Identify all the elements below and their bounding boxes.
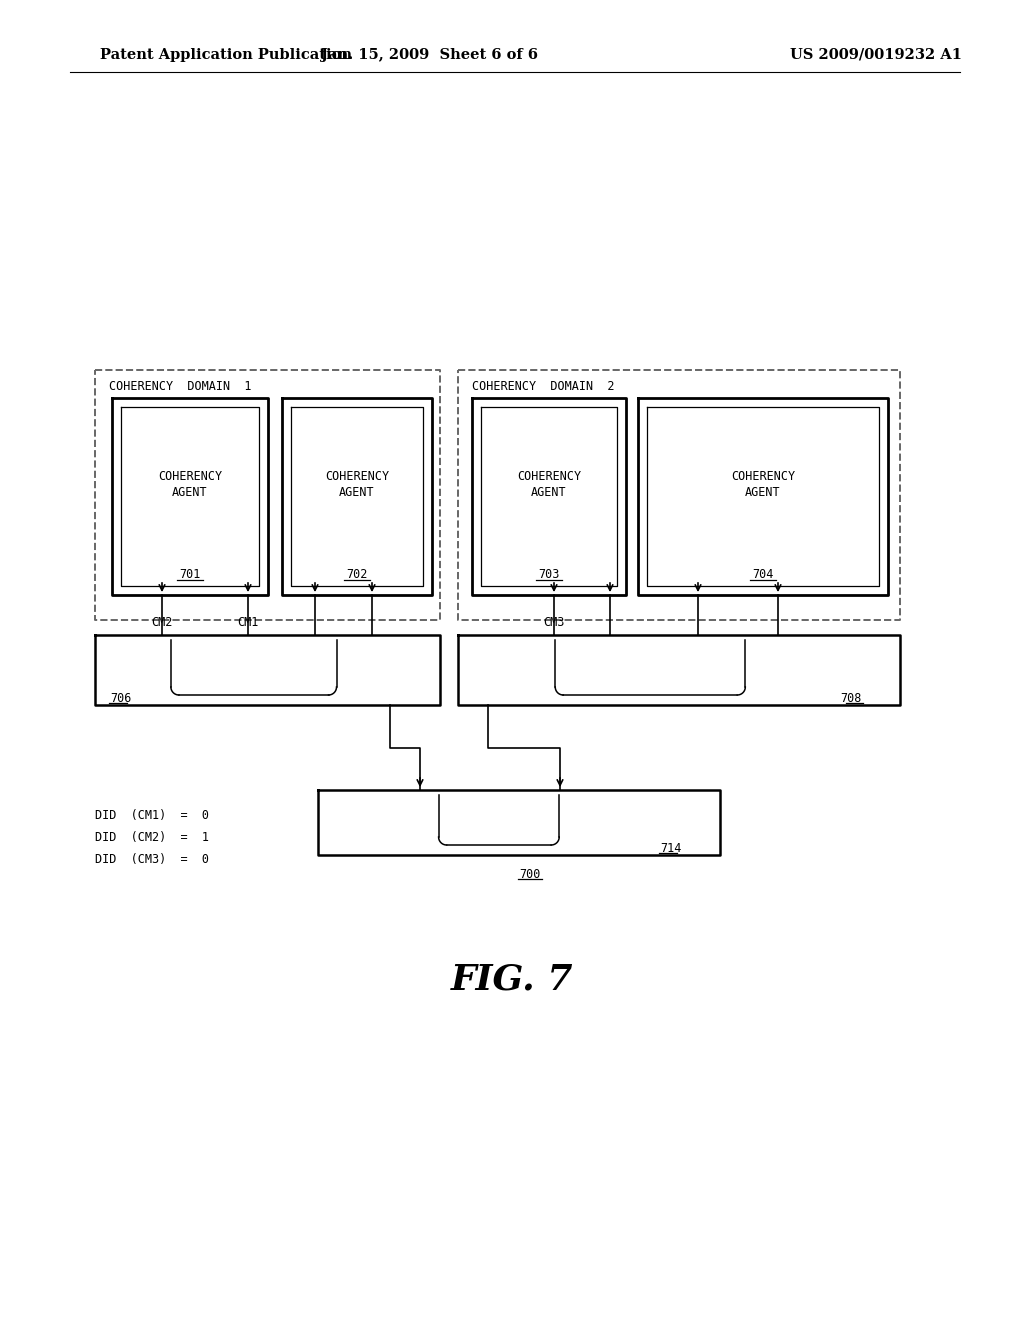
Polygon shape [472,399,626,595]
Text: 706: 706 [110,692,131,705]
Text: CM2: CM2 [152,615,173,628]
Text: US 2009/0019232 A1: US 2009/0019232 A1 [790,48,962,62]
Polygon shape [458,635,900,705]
Text: COHERENCY
AGENT: COHERENCY AGENT [517,470,581,499]
Text: DID  (CM3)  =  0: DID (CM3) = 0 [95,853,209,866]
Text: 702: 702 [346,569,368,582]
Text: Jan. 15, 2009  Sheet 6 of 6: Jan. 15, 2009 Sheet 6 of 6 [322,48,539,62]
Text: FIG. 7: FIG. 7 [451,964,573,997]
Polygon shape [112,399,268,595]
Text: COHERENCY  DOMAIN  1: COHERENCY DOMAIN 1 [109,380,252,393]
Polygon shape [318,789,720,855]
Text: 708: 708 [841,692,862,705]
Text: 700: 700 [519,867,541,880]
Text: Patent Application Publication: Patent Application Publication [100,48,352,62]
Text: DID  (CM2)  =  1: DID (CM2) = 1 [95,830,209,843]
Text: COHERENCY
AGENT: COHERENCY AGENT [325,470,389,499]
Text: COHERENCY
AGENT: COHERENCY AGENT [731,470,795,499]
Text: COHERENCY  DOMAIN  2: COHERENCY DOMAIN 2 [472,380,614,393]
Polygon shape [282,399,432,595]
Text: CM1: CM1 [238,615,259,628]
Text: 703: 703 [539,569,560,582]
Text: 701: 701 [179,569,201,582]
Polygon shape [638,399,888,595]
Text: CM3: CM3 [544,615,564,628]
Text: DID  (CM1)  =  0: DID (CM1) = 0 [95,808,209,821]
Text: COHERENCY
AGENT: COHERENCY AGENT [158,470,222,499]
Text: 704: 704 [753,569,774,582]
Text: 714: 714 [660,842,681,854]
Polygon shape [95,635,440,705]
